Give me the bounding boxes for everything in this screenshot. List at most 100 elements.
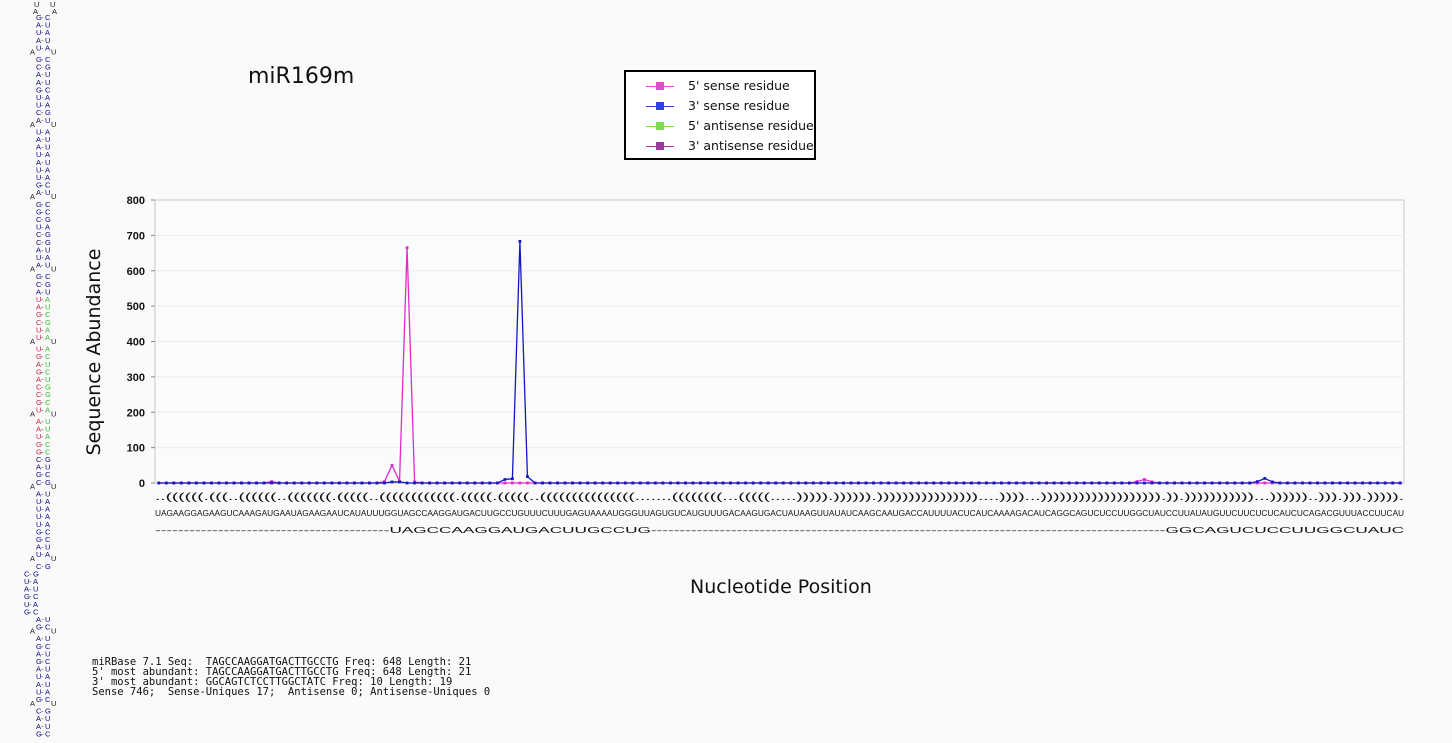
data-point-3p-sense [345,481,349,485]
hairpin-bond: - [41,280,44,289]
data-point-3p-sense [420,481,424,485]
hairpin-base: A [36,489,41,498]
hairpin-bond: - [41,345,44,354]
hairpin-base: U [45,188,50,197]
hairpin-base: A [36,135,41,144]
hairpin-bond: - [41,383,44,392]
data-point-3p-sense [834,481,838,485]
data-point-3p-sense [1090,481,1094,485]
data-point-3p-sense [819,481,823,485]
hairpin-bond: - [41,687,44,696]
data-point-3p-sense [631,481,635,485]
data-point-3p-sense [917,481,921,485]
hairpin-base: C [45,352,51,361]
data-point-3p-sense [1022,481,1026,485]
hairpin-base: G [36,695,42,704]
hairpin-bond: - [41,405,44,414]
hairpin-bulge-base: U [51,337,56,346]
hairpin-bulge-base: U [51,120,56,129]
data-point-3p-sense [1233,481,1237,485]
data-point-5p-sense [503,481,507,485]
data-point-3p-sense [1203,481,1207,485]
hairpin-bond: - [41,318,44,327]
hairpin-bond: - [41,21,44,30]
hairpin-bond: - [41,535,44,544]
data-point-3p-sense [706,481,710,485]
data-point-3p-sense [751,481,755,485]
data-point-5p-sense [1143,478,1146,481]
hairpin-base: G [36,657,42,666]
data-point-3p-sense [1173,481,1176,485]
hairpin-bond: - [41,310,44,319]
data-point-3p-sense [1150,481,1154,485]
legend-marker-5p-sense [656,82,664,90]
hairpin-base: A [45,43,50,52]
hairpin-bond: - [41,207,44,216]
hairpin-base: C [45,85,51,94]
data-point-5p-sense [383,480,386,483]
mature-sequence-row: ----------------------------------------… [155,525,1404,535]
chart-title: miR169m [248,64,355,89]
hairpin-bond: - [41,245,44,254]
hairpin-bond: - [41,101,44,110]
data-point-3p-sense [450,481,454,485]
data-point-3p-sense [1120,481,1124,485]
hairpin-base: U [45,714,50,723]
hairpin-structure-diagram: U UA AG - CA - UU - AA - UU - AA UG - CC - GA - UA - UG - CU - AU… [24,0,57,738]
hairpin-bond: - [41,425,44,434]
legend-marker-3p-sense [656,102,664,110]
hairpin-base: G [24,592,30,601]
hairpin-base: A [36,188,41,197]
data-point-3p-sense [1135,481,1139,485]
secondary-structure-row: ..((((((.(((..((((((..(((((((.(((((..(((… [155,492,1404,503]
hairpin-base: G [45,455,51,464]
data-point-3p-sense [887,481,890,485]
hairpin-loop-base: A [52,7,57,16]
hairpin-base: G [36,352,42,361]
data-point-3p-sense [360,481,364,485]
data-point-3p-sense [729,481,732,485]
data-point-3p-sense [1067,481,1071,485]
data-point-3p-sense [684,481,687,485]
hairpin-base: G [24,607,30,616]
data-point-3p-sense [330,481,334,485]
data-point-3p-sense [872,481,875,485]
data-point-3p-sense [661,481,665,485]
hairpin-base: C [36,383,42,392]
hairpin-base: C [45,272,51,281]
y-tick-label: 200 [127,407,145,419]
hairpin-base: U [45,360,50,369]
data-point-3p-sense [1127,481,1131,485]
data-point-3p-sense [1052,481,1056,485]
hairpin-base: U [36,165,41,174]
data-point-3p-sense [1218,481,1222,485]
data-point-3p-sense [985,481,988,485]
hairpin-base: G [45,215,51,224]
hairpin-bond: - [41,116,44,125]
data-point-3p-sense [210,481,213,485]
hairpin-base: G [45,390,51,399]
hairpin-base: U [36,173,41,182]
data-point-3p-sense [398,480,401,484]
hairpin-base: G [36,13,42,22]
hairpin-bond: - [29,577,32,586]
hairpin-base: C [24,569,30,578]
hairpin-base: C [45,440,51,449]
hairpin-bulge-base: A [30,120,35,129]
data-point-3p-sense [465,481,469,485]
hairpin-base: A [24,585,29,594]
hairpin-base: A [36,36,41,45]
data-point-3p-sense [1030,481,1033,485]
data-point-3p-sense [300,481,304,485]
hairpin-base: A [45,505,50,514]
data-point-3p-sense [1278,481,1282,485]
hairpin-bond: - [41,505,44,514]
data-point-3p-sense [563,481,567,485]
hairpin-bond: - [41,78,44,87]
hairpin-base: G [45,383,51,392]
data-point-3p-sense [1195,481,1199,485]
hairpin-base: U [45,543,50,552]
data-point-3p-sense [541,481,544,485]
hairpin-base: G [36,623,42,632]
hairpin-bond: - [29,569,32,578]
